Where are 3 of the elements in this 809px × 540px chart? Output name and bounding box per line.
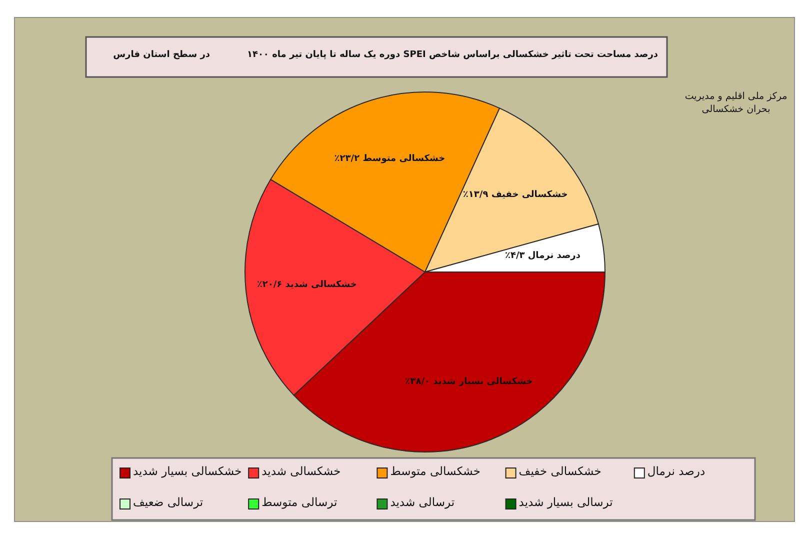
title: درصد مساحت تحت تاثیر خشکسالی براساس شاخص SPEI دوره یک ساله تا پایان تیر ماه ۱۴۰۰ (246, 50, 658, 60)
annotation: مرکز ملی اقلیم و مدیریت بحران خشکسالی (684, 90, 788, 116)
subtitle: در سطح استان فارس (113, 50, 210, 60)
